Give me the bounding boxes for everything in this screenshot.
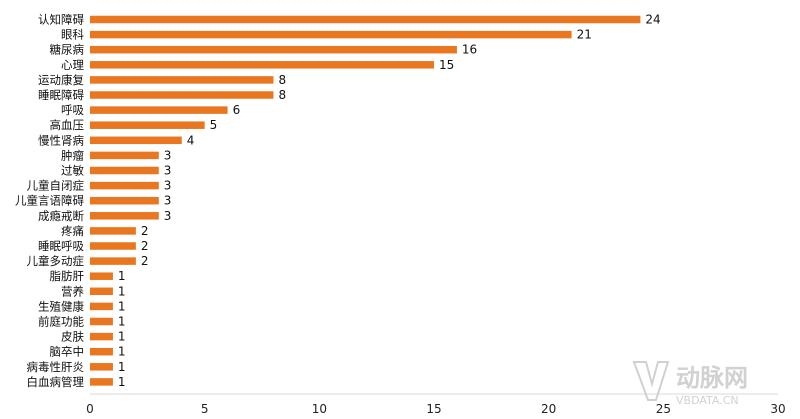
bar — [90, 61, 434, 69]
value-label: 1 — [118, 360, 126, 374]
value-label: 6 — [233, 103, 241, 117]
category-label: 前庭功能 — [38, 315, 84, 329]
bar — [90, 136, 182, 145]
bar — [90, 91, 274, 99]
category-label: 病毒性肝炎 — [27, 360, 85, 374]
bar — [90, 347, 113, 356]
bar — [90, 30, 572, 39]
watermark-logo-icon — [632, 361, 670, 401]
category-label: 肿瘤 — [61, 148, 84, 162]
bar — [90, 151, 159, 160]
watermark-text: 动脉网 — [676, 364, 748, 392]
category-label: 营养 — [61, 284, 84, 298]
category-label: 慢性肾病 — [38, 133, 84, 147]
x-tick-label: 0 — [86, 402, 94, 416]
category-label: 白血病管理 — [27, 375, 85, 389]
value-label: 16 — [462, 43, 477, 57]
value-label: 3 — [164, 179, 172, 193]
bar — [90, 287, 113, 296]
category-label: 成瘾戒断 — [38, 209, 84, 223]
category-label: 心理 — [61, 58, 84, 72]
watermark: 动脉网 VBDATA.CN — [632, 361, 748, 407]
value-label: 1 — [118, 284, 126, 298]
x-tick-label: 30 — [770, 402, 785, 416]
value-label: 3 — [164, 148, 172, 162]
category-label: 呼吸 — [61, 103, 84, 117]
x-tick-labels: 0 5 10 15 20 25 30 — [86, 402, 785, 416]
value-label: 2 — [141, 224, 149, 238]
category-label: 高血压 — [50, 118, 85, 132]
bar — [90, 166, 159, 175]
bar — [90, 212, 159, 220]
value-label: 15 — [439, 58, 454, 72]
value-label: 3 — [164, 164, 172, 178]
bar — [90, 76, 274, 84]
bar — [90, 378, 113, 386]
value-label: 3 — [164, 194, 172, 208]
bars-group — [90, 15, 641, 386]
category-label: 儿童言语障碍 — [15, 194, 84, 208]
value-label: 1 — [118, 330, 126, 344]
x-tick-label: 25 — [656, 402, 671, 416]
value-label: 1 — [118, 375, 126, 389]
value-label: 1 — [118, 269, 126, 283]
bar — [90, 15, 641, 24]
bar — [90, 121, 205, 129]
value-label: 21 — [577, 28, 592, 42]
bar — [90, 317, 113, 326]
value-label: 2 — [141, 239, 149, 253]
bar — [90, 181, 159, 190]
value-label: 4 — [187, 133, 195, 147]
bar — [90, 302, 113, 311]
value-label: 3 — [164, 209, 172, 223]
category-label: 儿童自闭症 — [27, 179, 85, 193]
x-tick-label: 20 — [541, 402, 556, 416]
watermark-subtext: VBDATA.CN — [676, 394, 739, 407]
category-label: 运动康复 — [38, 73, 84, 87]
category-label: 皮肤 — [61, 330, 84, 344]
bar — [90, 272, 113, 280]
value-label: 24 — [645, 13, 660, 27]
category-label: 脂肪肝 — [50, 269, 85, 283]
bar — [90, 242, 136, 250]
bar — [90, 106, 228, 114]
category-label: 睡眠呼吸 — [38, 239, 84, 253]
value-label: 1 — [118, 315, 126, 329]
value-label: 8 — [278, 73, 286, 87]
value-label: 2 — [141, 254, 149, 268]
bar — [90, 363, 113, 371]
bar — [90, 227, 136, 235]
category-label: 眼科 — [61, 28, 84, 42]
value-label: 1 — [118, 345, 126, 359]
category-label: 疼痛 — [61, 224, 84, 238]
x-tick-label: 15 — [426, 402, 441, 416]
x-tick-label: 5 — [201, 402, 209, 416]
bar — [90, 332, 113, 341]
category-label: 过敏 — [61, 164, 84, 178]
category-label: 脑卒中 — [50, 345, 85, 359]
category-label: 儿童多动症 — [27, 254, 85, 268]
category-labels: 认知障碍眼科糖尿病心理运动康复睡眠障碍呼吸高血压慢性肾病肿瘤过敏儿童自闭症儿童言… — [15, 13, 84, 389]
value-label: 8 — [278, 88, 286, 102]
x-tick-label: 10 — [312, 402, 327, 416]
category-label: 睡眠障碍 — [38, 88, 84, 102]
value-label: 1 — [118, 299, 126, 313]
bar — [90, 45, 457, 54]
category-label: 糖尿病 — [50, 43, 85, 57]
value-label: 5 — [210, 118, 218, 132]
bar — [90, 257, 136, 265]
bar — [90, 196, 159, 205]
category-label: 认知障碍 — [38, 13, 84, 27]
category-label: 生殖健康 — [38, 299, 84, 313]
